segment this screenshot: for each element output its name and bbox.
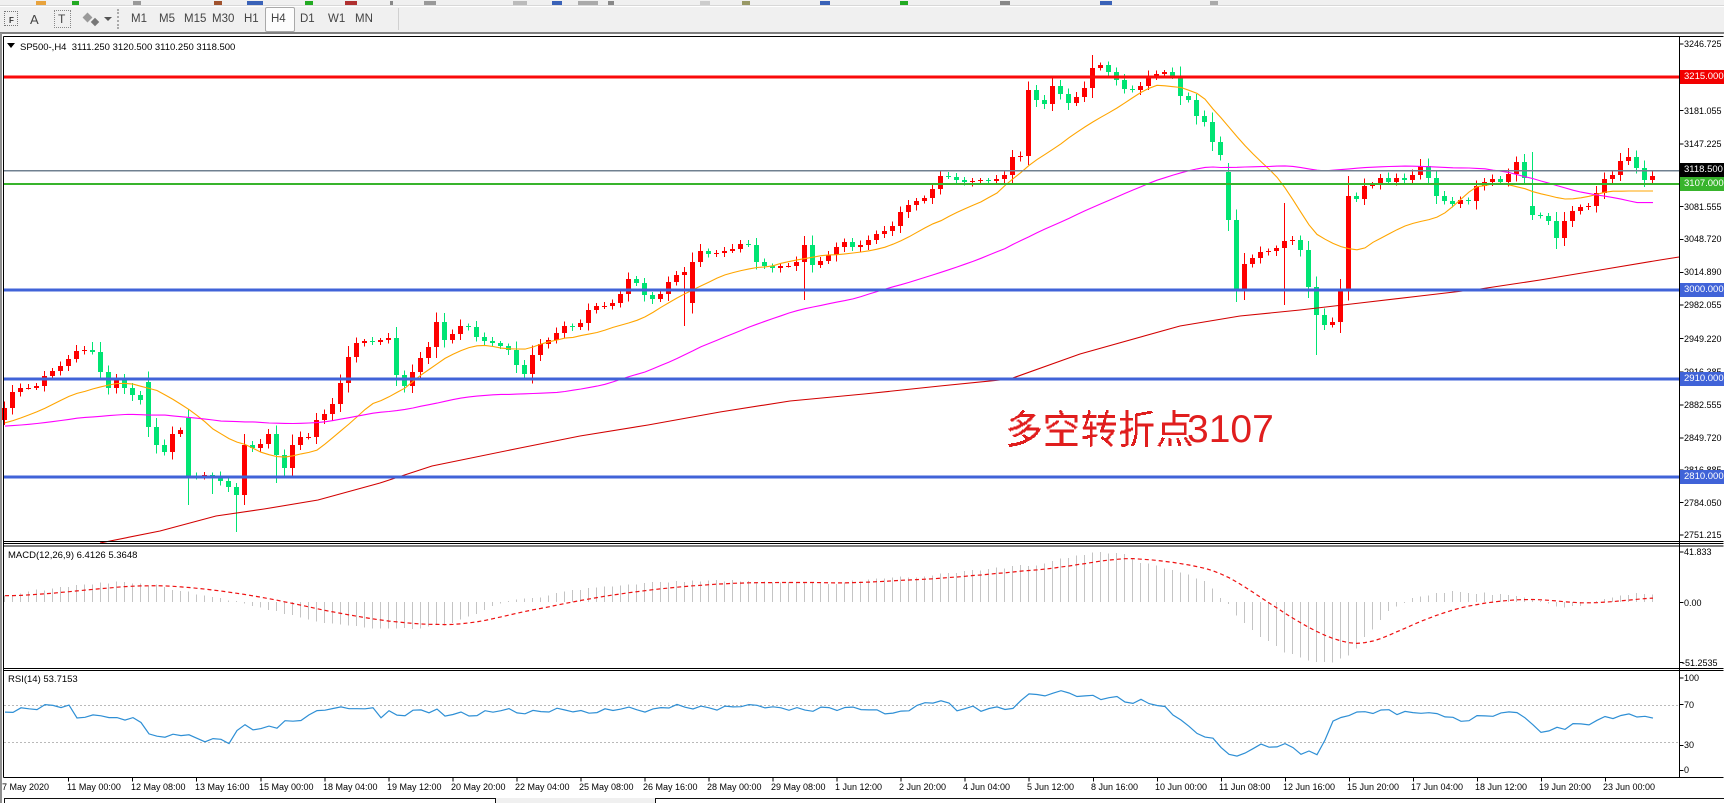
svg-text:3107: 3107 — [1187, 408, 1274, 451]
